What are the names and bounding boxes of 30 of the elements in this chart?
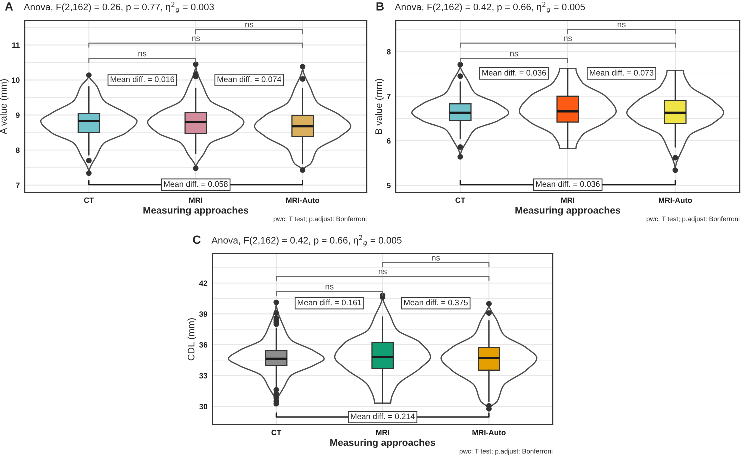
annotation: ns: [510, 52, 518, 57]
chart-subtitle: Anova, F(2,162) = 0.42, p = 0.66, η$^{2}$$_{g}$ = 0.005: [212, 235, 402, 247]
y-axis-title: CDL (mm): [188, 318, 197, 361]
annotation: Mean diff. = 0.161: [298, 300, 362, 306]
annotation: ns: [326, 285, 334, 290]
y-axis-title: B value (mm): [375, 79, 384, 134]
annotation: Mean diff. = 0.036: [536, 181, 600, 188]
annotation: Mean diff. = 0.073: [590, 70, 654, 76]
annotation: Mean diff. = 0.016: [110, 76, 174, 82]
annotation: ns: [618, 23, 626, 28]
annotation: Mean diff. = 0.058: [164, 181, 228, 188]
chart-title: C: [193, 236, 201, 244]
annotation: ns: [246, 23, 254, 28]
chart-title: A: [5, 2, 14, 11]
x-axis-title: Measuring approaches: [144, 206, 249, 216]
chart-subtitle: Anova, F(2,162) = 0.26, p = 0.77, η$^{2}$$_{g}$ = 0.003: [24, 2, 214, 14]
annotation: Mean diff. = 0.036: [482, 70, 546, 76]
annotation: Mean diff. = 0.375: [404, 300, 468, 306]
annotation: ns: [192, 36, 200, 42]
x-axis-title: Measuring approaches: [330, 439, 436, 448]
chart-title: B: [376, 2, 384, 11]
annotation: ns: [564, 36, 572, 42]
annotation: ns: [432, 256, 440, 261]
y-axis-title: A value (mm): [0, 79, 9, 134]
annotation: Mean diff. = 0.074: [218, 76, 282, 82]
chart-subtitle: Anova, F(2,162) = 0.42, p = 0.66, η$^{2}$$_{g}$ = 0.005: [395, 2, 586, 14]
annotation: Mean diff. = 0.214: [351, 414, 415, 420]
x-axis-title: Measuring approaches: [516, 206, 621, 216]
annotation: ns: [379, 270, 387, 275]
annotation: ns: [138, 52, 147, 57]
